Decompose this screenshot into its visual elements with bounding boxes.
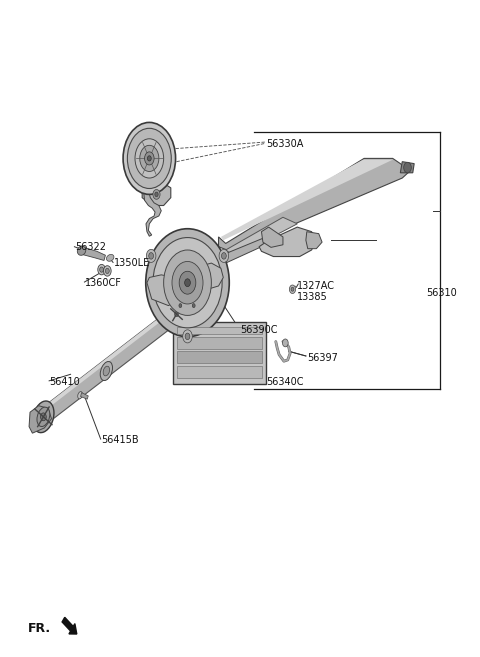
Polygon shape (221, 160, 393, 240)
Polygon shape (168, 304, 182, 319)
Ellipse shape (153, 238, 222, 328)
Ellipse shape (175, 311, 179, 317)
Ellipse shape (183, 330, 192, 343)
Ellipse shape (78, 392, 83, 399)
Ellipse shape (191, 301, 197, 310)
Polygon shape (80, 247, 106, 260)
Ellipse shape (40, 413, 46, 420)
Ellipse shape (172, 307, 181, 321)
Text: 56322: 56322 (75, 242, 107, 252)
Polygon shape (259, 227, 316, 256)
Text: FR.: FR. (28, 622, 51, 635)
Polygon shape (142, 183, 171, 206)
Ellipse shape (172, 261, 203, 304)
Polygon shape (81, 393, 88, 399)
Ellipse shape (135, 139, 164, 178)
Ellipse shape (179, 271, 196, 294)
Ellipse shape (146, 250, 156, 262)
Text: 1327AC: 1327AC (297, 281, 335, 291)
Text: 1350LE: 1350LE (114, 258, 150, 268)
Polygon shape (262, 227, 283, 248)
Ellipse shape (100, 361, 112, 380)
Text: 56330A: 56330A (266, 139, 304, 149)
Ellipse shape (164, 250, 211, 315)
Ellipse shape (146, 229, 229, 336)
Ellipse shape (282, 339, 288, 347)
Polygon shape (218, 237, 269, 263)
Ellipse shape (179, 304, 182, 307)
Polygon shape (34, 300, 188, 429)
Polygon shape (218, 158, 409, 251)
Text: 56397: 56397 (307, 353, 338, 363)
Ellipse shape (127, 128, 171, 189)
Text: 1360CF: 1360CF (85, 278, 122, 288)
Polygon shape (144, 190, 161, 237)
Ellipse shape (404, 162, 411, 173)
Ellipse shape (185, 279, 191, 286)
Polygon shape (198, 263, 223, 289)
Text: 56390C: 56390C (240, 325, 277, 335)
FancyArrow shape (62, 618, 77, 634)
Ellipse shape (37, 407, 50, 426)
Ellipse shape (140, 145, 159, 171)
Ellipse shape (103, 366, 109, 376)
FancyBboxPatch shape (177, 337, 263, 349)
Ellipse shape (123, 122, 176, 194)
Polygon shape (171, 299, 199, 322)
Polygon shape (147, 275, 182, 306)
Polygon shape (34, 300, 184, 418)
Ellipse shape (289, 285, 296, 294)
Ellipse shape (221, 252, 226, 259)
Ellipse shape (98, 264, 106, 275)
Ellipse shape (144, 152, 154, 165)
Text: 56310: 56310 (426, 288, 457, 298)
FancyBboxPatch shape (177, 366, 263, 378)
Ellipse shape (192, 304, 195, 307)
Text: 13385: 13385 (297, 292, 328, 302)
FancyBboxPatch shape (173, 322, 266, 384)
Ellipse shape (107, 254, 114, 261)
Polygon shape (226, 217, 297, 256)
Ellipse shape (169, 303, 184, 326)
Ellipse shape (153, 189, 160, 199)
Ellipse shape (104, 265, 111, 276)
FancyBboxPatch shape (177, 351, 263, 363)
Ellipse shape (177, 301, 184, 310)
Polygon shape (400, 162, 414, 173)
Ellipse shape (106, 268, 109, 273)
Ellipse shape (155, 192, 158, 196)
Ellipse shape (149, 252, 154, 259)
Ellipse shape (219, 250, 228, 262)
Ellipse shape (77, 246, 86, 256)
Ellipse shape (100, 267, 104, 272)
Ellipse shape (291, 287, 294, 291)
Text: 56340C: 56340C (266, 377, 304, 387)
Ellipse shape (147, 156, 151, 161)
Polygon shape (306, 232, 322, 249)
Text: 56410: 56410 (49, 377, 80, 387)
Text: 56415B: 56415B (102, 435, 139, 445)
Ellipse shape (185, 333, 190, 340)
Polygon shape (29, 406, 51, 433)
FancyBboxPatch shape (177, 327, 263, 334)
Ellipse shape (33, 401, 54, 433)
